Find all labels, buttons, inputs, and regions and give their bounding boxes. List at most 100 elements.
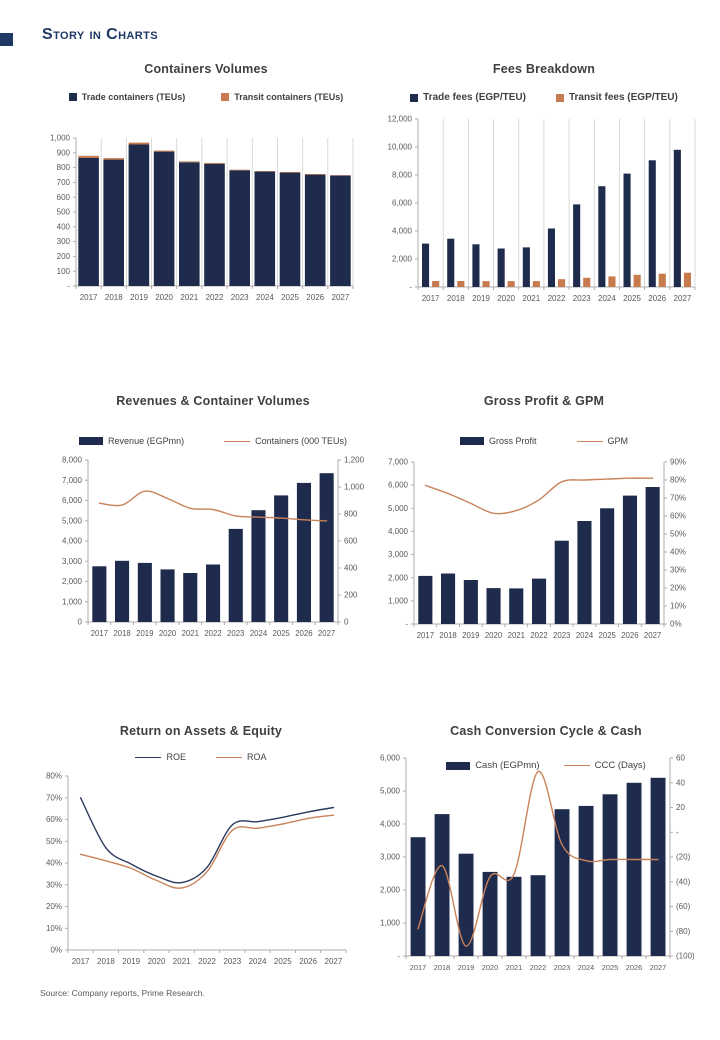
- legend-label: Containers (000 TEUs): [255, 436, 347, 446]
- bar: [650, 777, 666, 956]
- svg-text:400: 400: [344, 564, 358, 573]
- x-axis-label: 2018: [105, 293, 123, 302]
- x-axis-label: 2018: [97, 957, 115, 966]
- chart-title: Return on Assets & Equity: [119, 724, 283, 738]
- svg-text:8,000: 8,000: [62, 456, 83, 465]
- svg-text:800: 800: [344, 510, 358, 519]
- x-axis-label: 2019: [472, 294, 490, 303]
- legend-bar-swatch: [555, 93, 564, 102]
- axes: [65, 775, 347, 953]
- bar: [554, 809, 570, 957]
- svg-text:(100): (100): [676, 952, 695, 961]
- chart-legend: Trade fees (EGP/TEU) Transit fees (EGP/TE…: [378, 92, 710, 103]
- x-axis-label: 2019: [136, 629, 153, 638]
- x-axis-label: 2023: [553, 631, 570, 640]
- svg-text:800: 800: [57, 163, 71, 172]
- svg-text:60%: 60%: [670, 512, 686, 521]
- bar: [228, 528, 243, 622]
- x-axis-label: 2023: [573, 294, 591, 303]
- bar: [497, 248, 505, 287]
- bar: [554, 540, 569, 624]
- svg-text:20%: 20%: [670, 584, 686, 593]
- x-axis-label: 2025: [281, 293, 299, 302]
- bar: [457, 281, 465, 287]
- svg-text:50%: 50%: [46, 837, 62, 846]
- chart-legend: Gross Profit GPM: [374, 436, 714, 446]
- bar-series: [92, 473, 334, 623]
- source-note: Source: Company reports, Prime Research.: [40, 988, 205, 998]
- gridlines: [442, 119, 696, 287]
- legend-label: Cash (EGPmn): [475, 760, 540, 771]
- bar-series: [410, 777, 666, 957]
- x-axis-label: 2023: [227, 629, 244, 638]
- svg-text:0%: 0%: [50, 946, 62, 955]
- legend-line-swatch: [563, 765, 590, 766]
- x-axis-label: 2017: [72, 957, 90, 966]
- legend-item: ROA: [216, 752, 267, 762]
- legend-label: CCC (Days): [594, 760, 646, 771]
- x-axis-label: 2022: [530, 963, 546, 972]
- bar: [128, 142, 150, 145]
- x-axis-label: 2019: [122, 957, 140, 966]
- svg-text:2,000: 2,000: [62, 577, 83, 586]
- legend-item: ROE: [135, 752, 186, 762]
- title-accent-block: [0, 33, 13, 46]
- legend-line-swatch: [224, 440, 251, 442]
- legend-item: Cash (EGPmn): [446, 760, 540, 771]
- svg-text:400: 400: [57, 222, 71, 231]
- x-axis-label: 2017: [91, 629, 108, 638]
- svg-text:300: 300: [57, 237, 71, 246]
- svg-text:6,000: 6,000: [380, 754, 401, 763]
- bar: [319, 473, 334, 622]
- bar: [472, 244, 480, 287]
- x-axis-label: 2020: [485, 631, 503, 640]
- line-series: [79, 814, 335, 889]
- x-axis-label: 2021: [182, 629, 199, 638]
- svg-text:1,000: 1,000: [380, 919, 401, 928]
- bar: [673, 149, 681, 287]
- bar: [410, 837, 426, 956]
- svg-text:(40): (40): [676, 877, 691, 886]
- svg-text:40%: 40%: [670, 548, 686, 557]
- legend-label: Trade containers (TEUs): [81, 92, 186, 102]
- legend-line-swatch: [135, 756, 162, 758]
- bar: [432, 281, 440, 287]
- x-axis-label: 2025: [623, 294, 641, 303]
- x-axis-label: 2026: [299, 957, 317, 966]
- chart-legend: Revenue (EGPmn) Containers (000 TEUs): [40, 436, 386, 446]
- x-axis-label: 2022: [548, 294, 566, 303]
- x-axis-label: 2025: [599, 631, 617, 640]
- svg-text:60%: 60%: [46, 815, 62, 824]
- bar: [658, 273, 666, 287]
- bar: [160, 569, 175, 623]
- bar: [78, 157, 99, 286]
- x-axis-label: 2018: [434, 963, 450, 972]
- svg-text:700: 700: [57, 178, 71, 187]
- svg-text:-: -: [409, 283, 412, 292]
- bar: [128, 144, 150, 286]
- chart-title: Fees Breakdown: [492, 62, 596, 76]
- chart-containers-volumes: Containers Volumes Trade containers (TEU…: [40, 60, 372, 313]
- x-axis-label: 2024: [576, 631, 594, 640]
- legend-label: Revenue (EGPmn): [108, 436, 185, 446]
- svg-text:(80): (80): [676, 927, 691, 936]
- svg-text:3,000: 3,000: [380, 853, 401, 862]
- bar: [602, 794, 618, 956]
- bar: [274, 495, 289, 622]
- chart-cash-conversion-cycle: Cash Conversion Cycle & Cash Cash (EGPmn…: [372, 722, 720, 984]
- legend-line-swatch: [576, 440, 603, 442]
- x-axis-label: 2026: [295, 629, 312, 638]
- bar: [547, 228, 555, 287]
- containers-volumes-plot: - 100 200 300 400 500 600 700 800 900 1,000 2017 201…: [50, 134, 354, 302]
- bar: [92, 566, 107, 622]
- bar: [608, 276, 616, 287]
- svg-text:3,000: 3,000: [62, 557, 83, 566]
- bar: [447, 238, 455, 287]
- svg-text:0%: 0%: [670, 620, 682, 629]
- cash-conversion-cycle-plot: - 1,000 2,000 3,000 4,000 5,000 6,000 (100) (80)…: [380, 754, 695, 972]
- legend-bar-swatch: [410, 93, 419, 102]
- return-on-assets-equity-plot: 0% 10% 20% 30% 40% 50% 60% 70% 80% 2017 2018 2019 20…: [46, 772, 347, 966]
- line-series: [424, 477, 654, 515]
- x-axis-label: 2027: [650, 963, 666, 972]
- bar: [458, 853, 474, 956]
